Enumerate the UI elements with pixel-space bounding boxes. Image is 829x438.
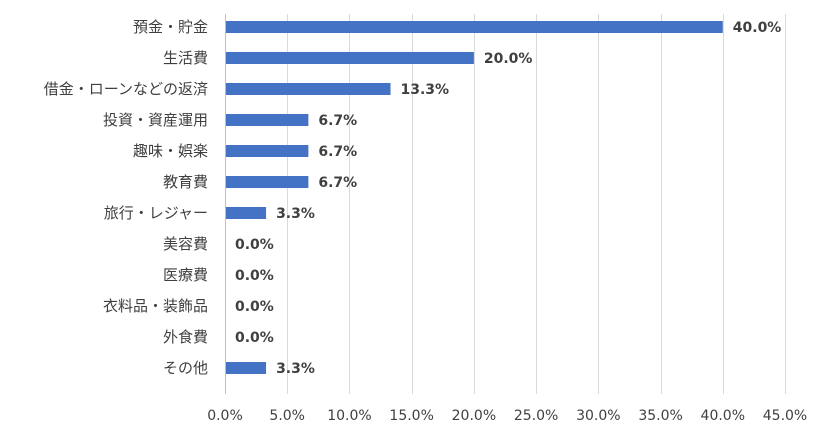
x-tick-label: 45.0% xyxy=(763,408,807,424)
category-label: 投資・資産運用 xyxy=(103,111,208,129)
data-label: 13.3% xyxy=(401,82,450,98)
bar xyxy=(226,176,309,188)
data-label: 40.0% xyxy=(733,20,782,36)
x-tick-label: 0.0% xyxy=(207,408,243,424)
category-label: 旅行・レジャー xyxy=(104,204,208,222)
data-label: 6.7% xyxy=(318,144,357,160)
category-label: 外食費 xyxy=(163,328,208,346)
x-tick-label: 5.0% xyxy=(269,408,305,424)
x-tick-label: 30.0% xyxy=(576,408,620,424)
category-label: 教育費 xyxy=(163,173,208,191)
data-label: 0.0% xyxy=(235,268,274,284)
category-label: 衣料品・装飾品 xyxy=(103,297,208,315)
category-label: 預金・貯金 xyxy=(133,18,208,36)
x-tick-label: 20.0% xyxy=(452,408,496,424)
x-tick-label: 10.0% xyxy=(327,408,371,424)
x-tick-label: 35.0% xyxy=(638,408,682,424)
bar xyxy=(226,145,309,157)
category-label: 趣味・娯楽 xyxy=(133,142,208,160)
data-label: 3.3% xyxy=(276,206,315,222)
category-label: その他 xyxy=(163,359,208,377)
bar xyxy=(226,21,723,33)
bar xyxy=(226,52,474,64)
bar xyxy=(226,207,267,219)
data-label: 3.3% xyxy=(276,361,315,377)
data-label: 0.0% xyxy=(235,299,274,315)
data-label: 6.7% xyxy=(318,175,357,191)
data-label: 0.0% xyxy=(235,237,274,253)
bar xyxy=(226,83,391,95)
category-label: 生活費 xyxy=(163,49,208,67)
data-label: 20.0% xyxy=(484,51,533,67)
category-label: 美容費 xyxy=(163,235,208,253)
data-label: 6.7% xyxy=(318,113,357,129)
x-tick-label: 40.0% xyxy=(701,408,745,424)
bar xyxy=(226,362,267,374)
category-label: 借金・ローンなどの返済 xyxy=(44,80,208,98)
x-tick-label: 15.0% xyxy=(389,408,433,424)
bar xyxy=(226,114,309,126)
x-tick-label: 25.0% xyxy=(514,408,558,424)
data-label: 0.0% xyxy=(235,330,274,346)
category-label: 医療費 xyxy=(163,266,208,284)
